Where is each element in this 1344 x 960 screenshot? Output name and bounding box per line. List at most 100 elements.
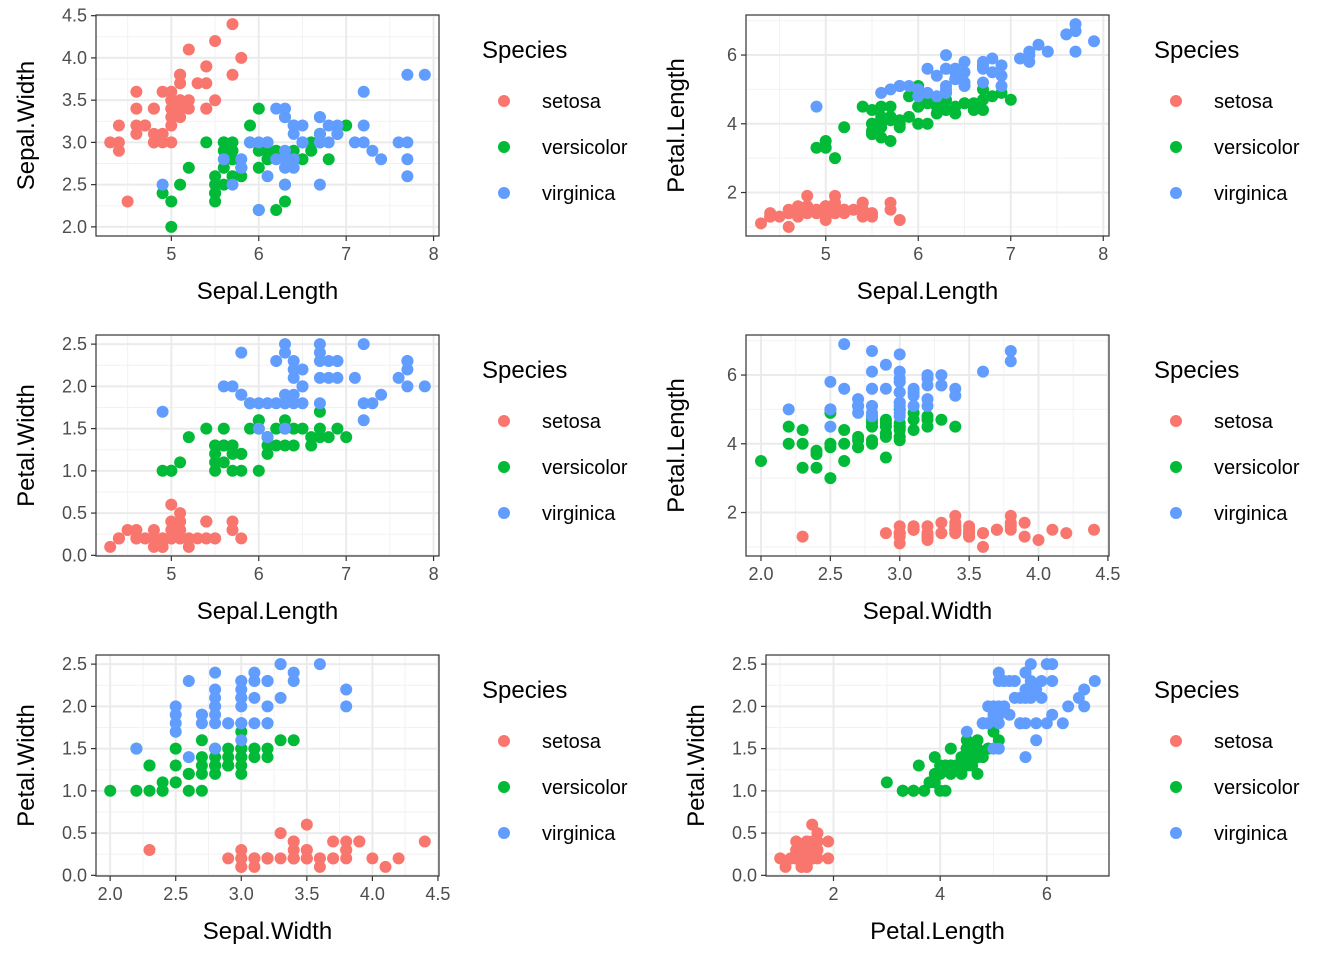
data-point-versicolor <box>244 422 256 435</box>
data-point-setosa <box>165 515 178 528</box>
legend-label-setosa: setosa <box>542 411 602 433</box>
data-point-versicolor <box>200 136 213 149</box>
data-point-virginica <box>824 375 837 388</box>
data-point-versicolor <box>270 422 283 435</box>
data-point-virginica <box>313 346 326 359</box>
data-point-virginica <box>1014 52 1026 65</box>
data-point-versicolor <box>174 178 187 191</box>
data-point-virginica <box>357 397 370 410</box>
data-point-virginica <box>930 90 943 103</box>
data-point-versicolor <box>824 437 837 450</box>
data-point-virginica <box>1056 717 1069 730</box>
data-point-versicolor <box>226 464 239 477</box>
scatter-panel: 2 4 6 0.0 0.5 1.0 1.5 2.0 2.5 Petal.Length Petal.W… <box>683 654 1300 945</box>
data-point-versicolor <box>165 464 178 477</box>
data-point-versicolor <box>918 784 931 797</box>
scatter-panel: 2.0 2.5 3.0 3.5 4.0 4.5 0.0 0.5 1.0 1.5 2.0 2.5 Sepa… <box>13 654 628 945</box>
x-axis-title: Sepal.Length <box>857 278 998 305</box>
data-point-virginica <box>903 80 915 92</box>
x-tick-label: 5 <box>166 244 176 264</box>
scatter-panel: 2.0 2.5 3.0 3.5 4.0 4.5 2 4 6 Sepal.Width Petal.Le… <box>663 334 1300 625</box>
scatter-panel: 5 6 7 8 2 4 6 Sepal.Length Petal.Length Species se… <box>663 14 1300 305</box>
data-point-versicolor <box>182 431 195 444</box>
data-point-versicolor <box>907 413 920 426</box>
data-point-setosa <box>287 852 300 865</box>
data-point-virginica <box>331 127 344 140</box>
data-point-virginica <box>1069 25 1082 37</box>
data-point-versicolor <box>305 144 318 157</box>
data-point-versicolor <box>912 100 925 113</box>
data-point-versicolor <box>810 461 823 474</box>
y-tick-label: 2.0 <box>62 376 87 396</box>
x-tick-label: 2.0 <box>98 884 123 904</box>
data-point-virginica <box>244 136 256 149</box>
panel-border <box>745 334 1110 557</box>
data-point-setosa <box>104 136 117 149</box>
data-point-virginica <box>331 355 344 367</box>
data-point-versicolor <box>939 759 952 772</box>
data-point-virginica <box>1078 700 1091 713</box>
x-tick-label: 8 <box>429 564 439 584</box>
data-point-versicolor <box>279 414 291 427</box>
data-point-virginica <box>992 742 1005 755</box>
data-point-virginica <box>838 338 851 351</box>
data-point-virginica <box>907 400 920 412</box>
data-point-setosa <box>156 136 169 149</box>
data-point-virginica <box>357 119 370 132</box>
x-tick-label: 8 <box>1098 244 1108 264</box>
data-point-versicolor <box>209 456 222 469</box>
data-point-virginica <box>921 62 934 75</box>
data-point-virginica <box>958 55 971 68</box>
legend-key-setosa <box>498 95 510 107</box>
data-point-setosa <box>755 217 767 230</box>
data-point-setosa <box>174 507 187 520</box>
data-point-setosa <box>782 220 795 233</box>
legend-key-setosa <box>1170 95 1182 107</box>
data-point-versicolor <box>252 102 265 115</box>
data-point-setosa <box>147 540 160 553</box>
y-tick-label: 4 <box>727 434 737 454</box>
data-point-setosa <box>226 18 239 31</box>
data-point-setosa <box>838 203 851 216</box>
data-point-versicolor <box>252 144 265 157</box>
data-point-setosa <box>313 860 326 873</box>
data-point-setosa <box>112 119 125 132</box>
data-point-virginica <box>958 66 971 79</box>
data-point-versicolor <box>796 424 809 436</box>
data-point-virginica <box>235 683 248 696</box>
y-tick-label: 0.5 <box>62 503 87 523</box>
data-point-setosa <box>104 540 117 553</box>
data-point-versicolor <box>824 472 837 485</box>
data-point-virginica <box>296 363 309 376</box>
x-axis-title: Sepal.Length <box>197 278 338 305</box>
data-point-virginica <box>893 80 906 92</box>
data-point-virginica <box>824 403 837 416</box>
data-point-virginica <box>313 338 326 351</box>
data-point-versicolor <box>226 170 239 183</box>
data-point-virginica <box>252 397 265 410</box>
data-point-versicolor <box>174 456 187 469</box>
data-point-virginica <box>209 683 222 696</box>
data-point-virginica <box>1046 708 1059 721</box>
data-point-setosa <box>274 827 287 840</box>
legend: Species setosa versicolor virginica <box>482 677 628 845</box>
data-point-virginica <box>418 68 431 81</box>
data-point-versicolor <box>810 448 823 461</box>
data-point-versicolor <box>169 742 182 755</box>
data-point-virginica <box>296 136 309 149</box>
y-tick-label: 1.0 <box>732 781 757 801</box>
legend-label-virginica: virginica <box>542 503 616 525</box>
data-point-virginica <box>893 375 906 388</box>
data-point-versicolor <box>852 441 865 454</box>
data-point-setosa <box>235 51 248 64</box>
data-point-virginica <box>313 136 326 149</box>
panel-border <box>95 14 440 237</box>
legend: Species setosa versicolor virginica <box>1154 357 1300 525</box>
data-point-versicolor <box>893 117 906 130</box>
data-point-virginica <box>1046 675 1059 687</box>
y-tick-label: 2.5 <box>62 654 87 674</box>
data-point-setosa <box>165 136 178 149</box>
data-point-setosa <box>829 189 841 202</box>
data-point-virginica <box>322 371 335 384</box>
data-point-versicolor <box>971 734 984 747</box>
